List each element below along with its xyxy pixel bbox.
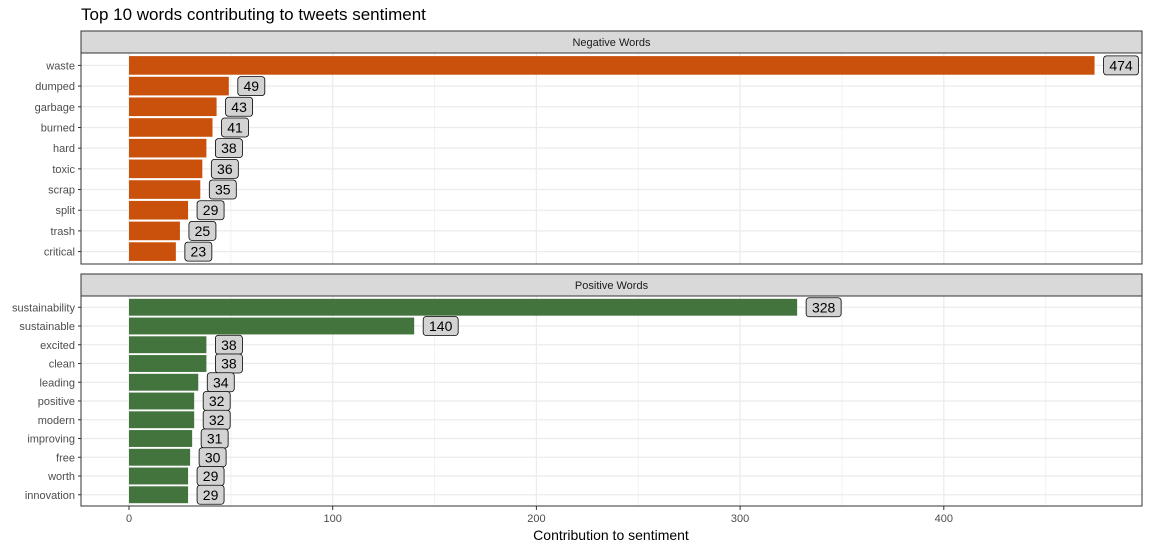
bar-sustainability <box>129 298 798 316</box>
bar-toxic <box>129 159 203 179</box>
bar-scrap <box>129 180 201 199</box>
category-label: excited <box>40 340 75 352</box>
bar-critical <box>129 242 176 261</box>
bar-garbage <box>129 97 217 117</box>
bar-positive <box>129 392 195 410</box>
data-label-box <box>225 96 253 117</box>
data-label-box <box>221 117 249 138</box>
facet-panels: Negative Words waste 474 dumped 49 garbage 43 b… <box>12 30 1143 507</box>
bar-worth <box>129 467 189 485</box>
data-label: 38 <box>221 337 237 353</box>
bar-innovation <box>129 486 189 504</box>
category-label: hard <box>53 143 75 155</box>
data-label: 474 <box>1109 57 1133 73</box>
data-label-box <box>188 221 217 241</box>
data-label-box <box>196 200 225 221</box>
chart-title: Top 10 words contributing to tweets sent… <box>81 5 426 24</box>
data-label-box <box>196 484 225 505</box>
x-tick-label: 0 <box>126 513 132 525</box>
category-label: scrap <box>48 185 75 197</box>
bar-burned <box>129 118 213 137</box>
data-label: 140 <box>429 318 453 334</box>
x-tick-label: 200 <box>527 513 545 525</box>
panel-border <box>80 295 1143 507</box>
category-label: sustainable <box>19 321 75 333</box>
panel-border <box>80 52 1143 265</box>
data-label: 34 <box>213 374 229 390</box>
data-label: 23 <box>191 244 207 260</box>
bar-improving <box>129 430 193 447</box>
category-label: worth <box>47 471 75 483</box>
facet-strip-label: Negative Words <box>572 37 651 49</box>
data-label: 43 <box>231 99 247 115</box>
bar-leading <box>129 373 199 391</box>
category-label: critical <box>44 247 75 259</box>
category-label: leading <box>40 377 75 389</box>
data-label: 30 <box>205 449 221 465</box>
bar-sustainable <box>129 317 415 335</box>
category-label: trash <box>51 226 75 238</box>
category-label: clean <box>49 359 75 371</box>
data-label: 328 <box>812 299 836 315</box>
category-label: modern <box>38 415 75 427</box>
data-label: 25 <box>195 223 211 239</box>
bar-split <box>129 200 189 220</box>
facet-strip-label: Positive Words <box>575 280 649 292</box>
data-label-box <box>1103 55 1139 76</box>
category-label: split <box>55 205 75 217</box>
x-axis: 0 100 200 300 400 <box>126 506 953 525</box>
x-tick-label: 400 <box>935 513 953 525</box>
data-label-box <box>805 297 842 318</box>
data-label: 31 <box>207 431 223 447</box>
category-label: sustainability <box>12 302 75 314</box>
bar-hard <box>129 138 207 158</box>
data-label: 36 <box>217 161 233 177</box>
category-label: burned <box>41 122 75 134</box>
data-label: 38 <box>221 356 237 372</box>
bar-modern <box>129 411 195 429</box>
bar-clean <box>129 355 207 372</box>
data-label: 35 <box>215 182 231 198</box>
panel-positive: Positive Words sustainability 328 sustainab… <box>12 273 1143 507</box>
data-label: 38 <box>221 140 237 156</box>
category-label: dumped <box>35 81 75 93</box>
data-label-box <box>422 316 459 336</box>
data-label-box <box>208 179 237 200</box>
data-label: 29 <box>203 468 219 484</box>
data-label-box <box>237 76 266 96</box>
bar-dumped <box>129 76 229 96</box>
data-label-box <box>184 241 213 262</box>
category-label: improving <box>27 434 75 446</box>
data-label: 29 <box>203 202 219 218</box>
category-label: innovation <box>25 490 75 502</box>
data-label-box <box>210 158 239 179</box>
panel-negative: Negative Words waste 474 dumped 49 garbage 43 b… <box>35 30 1143 265</box>
data-label: 32 <box>209 412 225 428</box>
category-label: waste <box>45 60 75 72</box>
data-label: 49 <box>244 78 260 94</box>
bar-excited <box>129 336 207 354</box>
bar-trash <box>129 221 180 241</box>
data-label-box <box>215 138 243 159</box>
bar-free <box>129 448 191 466</box>
data-label: 29 <box>203 487 219 503</box>
x-axis-title: Contribution to sentiment <box>533 527 689 543</box>
category-label: free <box>56 452 75 464</box>
bar-waste <box>129 56 1095 75</box>
category-label: toxic <box>52 164 75 176</box>
data-label: 41 <box>227 119 243 135</box>
x-tick-label: 300 <box>731 513 749 525</box>
category-label: positive <box>38 396 75 408</box>
category-label: garbage <box>35 102 75 114</box>
x-tick-label: 100 <box>324 513 342 525</box>
data-label: 32 <box>209 393 225 409</box>
